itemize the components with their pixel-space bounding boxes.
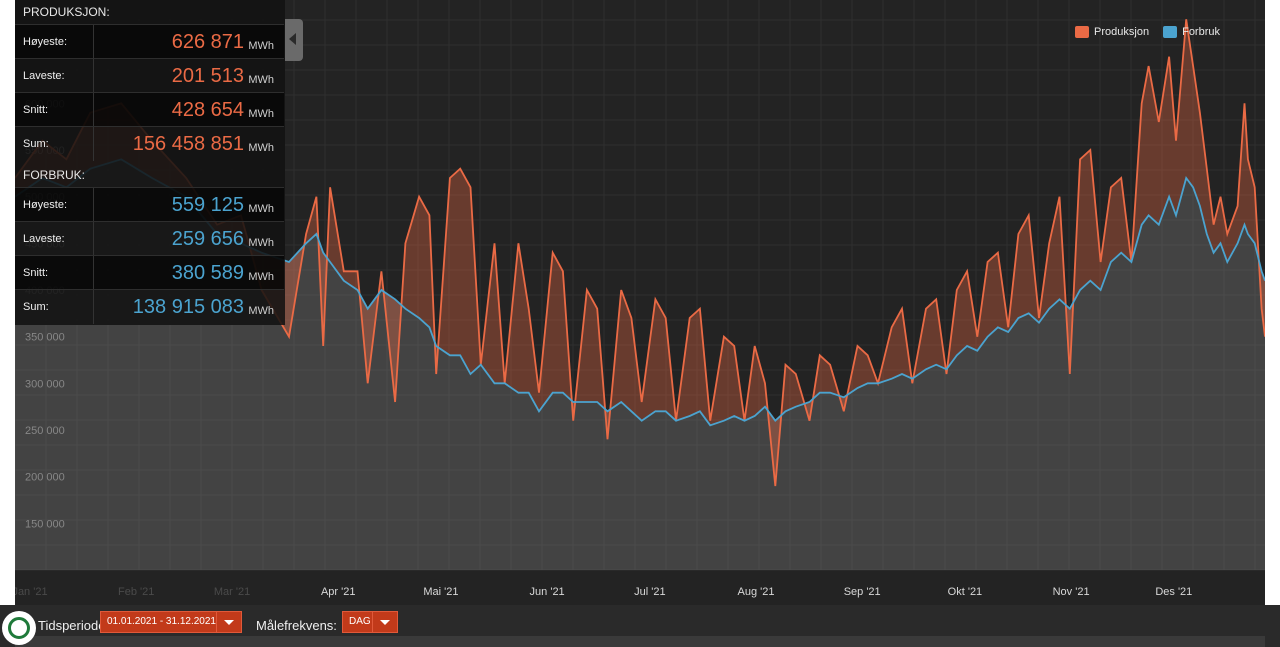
consumption-row-max: Høyeste: 559 125 MWh <box>15 187 284 222</box>
y-tick-label: 150 000 <box>25 518 65 530</box>
stat-label: Snitt: <box>23 93 94 127</box>
legend: Produksjon Forbruk <box>1075 26 1220 38</box>
collapse-panel-button[interactable] <box>285 19 303 61</box>
period-dropdown[interactable]: 01.01.2021 - 31.12.2021 <box>100 611 242 633</box>
x-tick-label: Mai '21 <box>423 586 458 598</box>
production-row-max: Høyeste: 626 871 MWh <box>15 24 284 59</box>
stat-value: 380 589 <box>171 262 244 284</box>
x-tick-label: Apr '21 <box>321 586 356 598</box>
stat-label: Høyeste: <box>23 188 94 222</box>
consumption-stats: Høyeste: 559 125 MWh Laveste: 259 656 MW… <box>15 187 284 325</box>
stat-value: 626 871 <box>171 31 244 53</box>
stat-value: 428 654 <box>171 99 244 121</box>
frequency-label: Målefrekvens: <box>256 618 337 633</box>
stat-label: Laveste: <box>23 222 94 256</box>
logo <box>2 611 36 645</box>
x-tick-label: Jul '21 <box>634 586 665 598</box>
series-line-consumption[interactable] <box>15 158 1265 427</box>
production-stats: Høyeste: 626 871 MWh Laveste: 201 513 MW… <box>15 24 284 161</box>
left-margin <box>0 0 15 605</box>
chevron-down-icon <box>216 612 241 632</box>
production-row-min: Laveste: 201 513 MWh <box>15 58 284 93</box>
stat-unit: MWh <box>248 305 274 317</box>
y-tick-label: 300 000 <box>25 378 65 390</box>
x-tick-label: Jun '21 <box>530 586 565 598</box>
series <box>15 19 1265 571</box>
series-line-production[interactable] <box>15 19 1265 487</box>
chevron-down-icon <box>372 612 397 632</box>
frequency-dropdown[interactable]: DAG <box>342 611 398 633</box>
stat-unit: MWh <box>248 203 274 215</box>
legend-label-consumption: Forbruk <box>1182 26 1220 38</box>
x-tick-label: Okt '21 <box>948 586 983 598</box>
stat-value: 138 915 083 <box>132 296 244 318</box>
stat-unit: MWh <box>248 74 274 86</box>
y-tick-label: 350 000 <box>25 332 65 344</box>
stat-label: Sum: <box>23 290 94 324</box>
frequency-value: DAG <box>349 616 371 627</box>
recycle-icon <box>8 617 30 639</box>
stat-label: Høyeste: <box>23 25 94 59</box>
stat-value: 156 458 851 <box>132 133 244 155</box>
stat-label: Sum: <box>23 127 94 161</box>
production-row-avg: Snitt: 428 654 MWh <box>15 92 284 127</box>
x-axis: Jan '21 Feb '21 Mar '21 Apr '21 Mai '21 Jun '… <box>15 586 1192 598</box>
legend-label-production: Produksjon <box>1094 26 1150 38</box>
legend-swatch-consumption <box>1163 26 1178 38</box>
stat-unit: MWh <box>248 271 274 283</box>
consumption-row-sum: Sum: 138 915 083 MWh <box>15 289 284 324</box>
y-tick-label: 250 000 <box>25 425 65 437</box>
stat-value: 259 656 <box>171 228 244 250</box>
x-tick-label: Mar '21 <box>214 586 250 598</box>
stats-panel: PRODUKSJON: Høyeste: 626 871 MWh Laveste… <box>15 0 285 325</box>
x-tick-label: Aug '21 <box>738 586 775 598</box>
period-value: 01.01.2021 - 31.12.2021 <box>107 616 216 627</box>
consumption-row-avg: Snitt: 380 589 MWh <box>15 255 284 290</box>
period-label: Tidsperiode: <box>38 618 110 633</box>
consumption-title: FORBRUK: <box>23 168 86 182</box>
x-tick-label: Jan '21 <box>15 586 48 598</box>
stat-unit: MWh <box>248 142 274 154</box>
legend-item-production[interactable]: Produksjon <box>1075 26 1149 38</box>
legend-item-consumption[interactable]: Forbruk <box>1163 26 1220 38</box>
stat-value: 559 125 <box>171 194 244 216</box>
stat-label: Laveste: <box>23 59 94 93</box>
legend-swatch-production <box>1075 26 1090 38</box>
stat-value: 201 513 <box>171 65 244 87</box>
consumption-row-min: Laveste: 259 656 MWh <box>15 221 284 256</box>
stat-unit: MWh <box>248 108 274 120</box>
x-tick-label: Sep '21 <box>844 586 881 598</box>
production-title: PRODUKSJON: <box>23 5 110 19</box>
stat-label: Snitt: <box>23 256 94 290</box>
y-tick-label: 200 000 <box>25 472 65 484</box>
production-row-sum: Sum: 156 458 851 MWh <box>15 126 284 161</box>
navigator-strip[interactable] <box>15 636 1265 647</box>
x-tick-label: Nov '21 <box>1053 586 1090 598</box>
chevron-left-icon <box>289 33 296 45</box>
stat-unit: MWh <box>248 237 274 249</box>
stat-unit: MWh <box>248 40 274 52</box>
x-tick-label: Feb '21 <box>118 586 154 598</box>
x-tick-label: Des '21 <box>1155 586 1192 598</box>
